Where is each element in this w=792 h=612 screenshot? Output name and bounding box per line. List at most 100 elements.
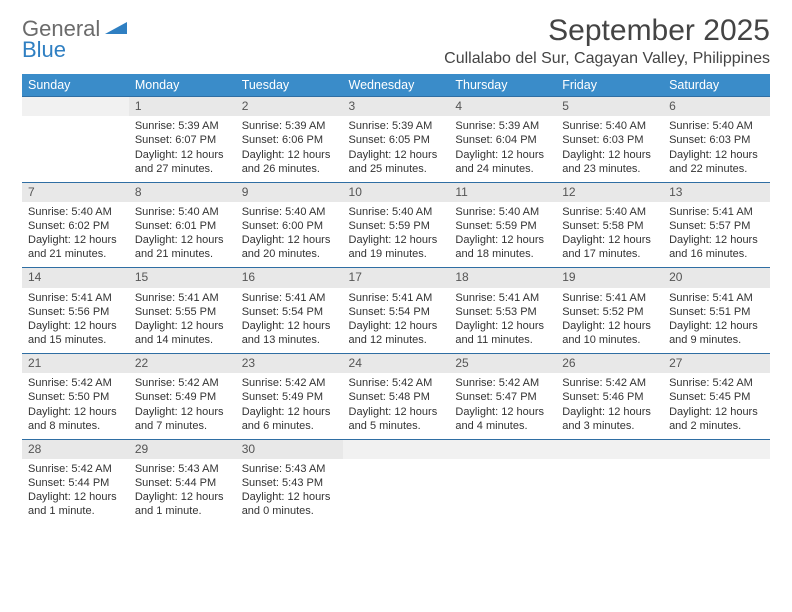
day-content-row: Sunrise: 5:42 AMSunset: 5:50 PMDaylight:…: [22, 373, 770, 439]
day-content-cell: Sunrise: 5:42 AMSunset: 5:48 PMDaylight:…: [343, 373, 450, 439]
sunrise-line: Sunrise: 5:40 AM: [349, 205, 444, 219]
weekday-header: Saturday: [663, 74, 770, 97]
sunrise-line: Sunrise: 5:40 AM: [135, 205, 230, 219]
day-content-cell: Sunrise: 5:40 AMSunset: 6:02 PMDaylight:…: [22, 202, 129, 268]
sunset-line: Sunset: 5:44 PM: [135, 476, 230, 490]
sunset-line: Sunset: 6:03 PM: [669, 133, 764, 147]
day-number-cell: 1: [129, 97, 236, 117]
day-content-cell: Sunrise: 5:42 AMSunset: 5:44 PMDaylight:…: [22, 459, 129, 524]
sunrise-line: Sunrise: 5:41 AM: [669, 291, 764, 305]
day-number-row: 14151617181920: [22, 268, 770, 288]
sunset-line: Sunset: 5:58 PM: [562, 219, 657, 233]
daylight-line: Daylight: 12 hours and 1 minute.: [135, 490, 230, 518]
daylight-line: Daylight: 12 hours and 4 minutes.: [455, 405, 550, 433]
sunset-line: Sunset: 5:59 PM: [349, 219, 444, 233]
sunrise-line: Sunrise: 5:41 AM: [28, 291, 123, 305]
day-content-cell: Sunrise: 5:41 AMSunset: 5:51 PMDaylight:…: [663, 288, 770, 354]
day-number-cell: [663, 439, 770, 459]
day-content-cell: Sunrise: 5:39 AMSunset: 6:04 PMDaylight:…: [449, 116, 556, 182]
logo: General Blue: [22, 14, 127, 61]
sunrise-line: Sunrise: 5:40 AM: [242, 205, 337, 219]
sunrise-line: Sunrise: 5:42 AM: [28, 376, 123, 390]
sunset-line: Sunset: 5:57 PM: [669, 219, 764, 233]
daylight-line: Daylight: 12 hours and 13 minutes.: [242, 319, 337, 347]
day-number-cell: 28: [22, 439, 129, 459]
day-content-cell: [663, 459, 770, 524]
day-number-cell: 11: [449, 182, 556, 202]
sunset-line: Sunset: 5:53 PM: [455, 305, 550, 319]
day-number-cell: [22, 97, 129, 117]
sunset-line: Sunset: 6:07 PM: [135, 133, 230, 147]
sunrise-line: Sunrise: 5:42 AM: [669, 376, 764, 390]
calendar-table: SundayMondayTuesdayWednesdayThursdayFrid…: [22, 74, 770, 524]
sunset-line: Sunset: 5:59 PM: [455, 219, 550, 233]
sunset-line: Sunset: 6:01 PM: [135, 219, 230, 233]
sunrise-line: Sunrise: 5:42 AM: [242, 376, 337, 390]
day-number-cell: 6: [663, 97, 770, 117]
day-number-cell: [556, 439, 663, 459]
day-number-cell: 21: [22, 354, 129, 374]
day-content-cell: [556, 459, 663, 524]
daylight-line: Daylight: 12 hours and 27 minutes.: [135, 148, 230, 176]
daylight-line: Daylight: 12 hours and 9 minutes.: [669, 319, 764, 347]
day-content-cell: Sunrise: 5:41 AMSunset: 5:54 PMDaylight:…: [236, 288, 343, 354]
day-number-cell: 4: [449, 97, 556, 117]
daylight-line: Daylight: 12 hours and 8 minutes.: [28, 405, 123, 433]
day-content-cell: Sunrise: 5:42 AMSunset: 5:47 PMDaylight:…: [449, 373, 556, 439]
sunrise-line: Sunrise: 5:41 AM: [562, 291, 657, 305]
day-content-row: Sunrise: 5:41 AMSunset: 5:56 PMDaylight:…: [22, 288, 770, 354]
daylight-line: Daylight: 12 hours and 23 minutes.: [562, 148, 657, 176]
day-content-row: Sunrise: 5:40 AM Sunset: 6:02 PM Daylight:…: [22, 202, 770, 268]
calendar-page: General Blue September 2025 Cullalabo de…: [0, 0, 792, 534]
day-content-cell: Sunrise: 5:39 AMSunset: 6:06 PMDaylight:…: [236, 116, 343, 182]
day-content-cell: Sunrise: 5:41 AMSunset: 5:53 PMDaylight:…: [449, 288, 556, 354]
daylight-line: Daylight: 12 hours and 0 minutes.: [242, 490, 337, 518]
day-content-cell: Sunrise: 5:43 AMSunset: 5:44 PMDaylight:…: [129, 459, 236, 524]
daylight-line: Daylight: 12 hours and 2 minutes.: [669, 405, 764, 433]
day-number-row: 21222324252627: [22, 354, 770, 374]
daylight-line: Daylight: 12 hours and 26 minutes.: [242, 148, 337, 176]
sunset-line: Sunset: 5:44 PM: [28, 476, 123, 490]
day-number-cell: 14: [22, 268, 129, 288]
day-content-cell: Sunrise: 5:40 AMSunset: 5:59 PMDaylight:…: [343, 202, 450, 268]
daylight-line: Daylight: 12 hours and 22 minutes.: [669, 148, 764, 176]
month-title: September 2025: [444, 14, 770, 48]
daylight-line: Daylight: 12 hours and 7 minutes.: [135, 405, 230, 433]
header: General Blue September 2025 Cullalabo de…: [22, 14, 770, 68]
day-content-cell: Sunrise: 5:42 AMSunset: 5:46 PMDaylight:…: [556, 373, 663, 439]
day-number-cell: 24: [343, 354, 450, 374]
logo-triangle-icon: [105, 20, 127, 41]
sunset-line: Sunset: 6:04 PM: [455, 133, 550, 147]
sunrise-line: Sunrise: 5:40 AM: [562, 205, 657, 219]
day-number-row: 78910111213: [22, 182, 770, 202]
day-number-cell: 25: [449, 354, 556, 374]
sunset-line: Sunset: 6:06 PM: [242, 133, 337, 147]
day-content-cell: Sunrise: 5:40 AMSunset: 6:00 PMDaylight:…: [236, 202, 343, 268]
day-number-cell: 18: [449, 268, 556, 288]
sunrise-line: Sunrise: 5:40 AM: [669, 119, 764, 133]
day-number-cell: 13: [663, 182, 770, 202]
sunset-line: Sunset: 6:02 PM: [28, 219, 123, 233]
day-number-cell: 20: [663, 268, 770, 288]
sunrise-line: Sunrise: 5:41 AM: [455, 291, 550, 305]
daylight-line: Daylight: 12 hours and 16 minutes.: [669, 233, 764, 261]
day-content-cell: Sunrise: 5:39 AMSunset: 6:07 PMDaylight:…: [129, 116, 236, 182]
sunrise-line: Sunrise: 5:41 AM: [135, 291, 230, 305]
daylight-line: Daylight: 12 hours and 14 minutes.: [135, 319, 230, 347]
sunrise-line: Sunrise: 5:42 AM: [349, 376, 444, 390]
location-text: Cullalabo del Sur, Cagayan Valley, Phili…: [444, 50, 770, 68]
sunset-line: Sunset: 6:00 PM: [242, 219, 337, 233]
day-content-cell: Sunrise: 5:40 AMSunset: 6:03 PMDaylight:…: [556, 116, 663, 182]
day-content-cell: Sunrise: 5:42 AMSunset: 5:50 PMDaylight:…: [22, 373, 129, 439]
day-number-cell: 19: [556, 268, 663, 288]
day-content-cell: Sunrise: 5:41 AMSunset: 5:56 PMDaylight:…: [22, 288, 129, 354]
logo-text-blue: Blue: [22, 39, 127, 61]
sunset-line: Sunset: 5:56 PM: [28, 305, 123, 319]
day-content-cell: [449, 459, 556, 524]
day-number-row: 282930: [22, 439, 770, 459]
sunset-line: Sunset: 5:49 PM: [135, 390, 230, 404]
sunrise-line: Sunrise: 5:39 AM: [135, 119, 230, 133]
weekday-header: Thursday: [449, 74, 556, 97]
sunrise-line: Sunrise: 5:41 AM: [349, 291, 444, 305]
day-content-cell: Sunrise: 5:42 AMSunset: 5:49 PMDaylight:…: [129, 373, 236, 439]
